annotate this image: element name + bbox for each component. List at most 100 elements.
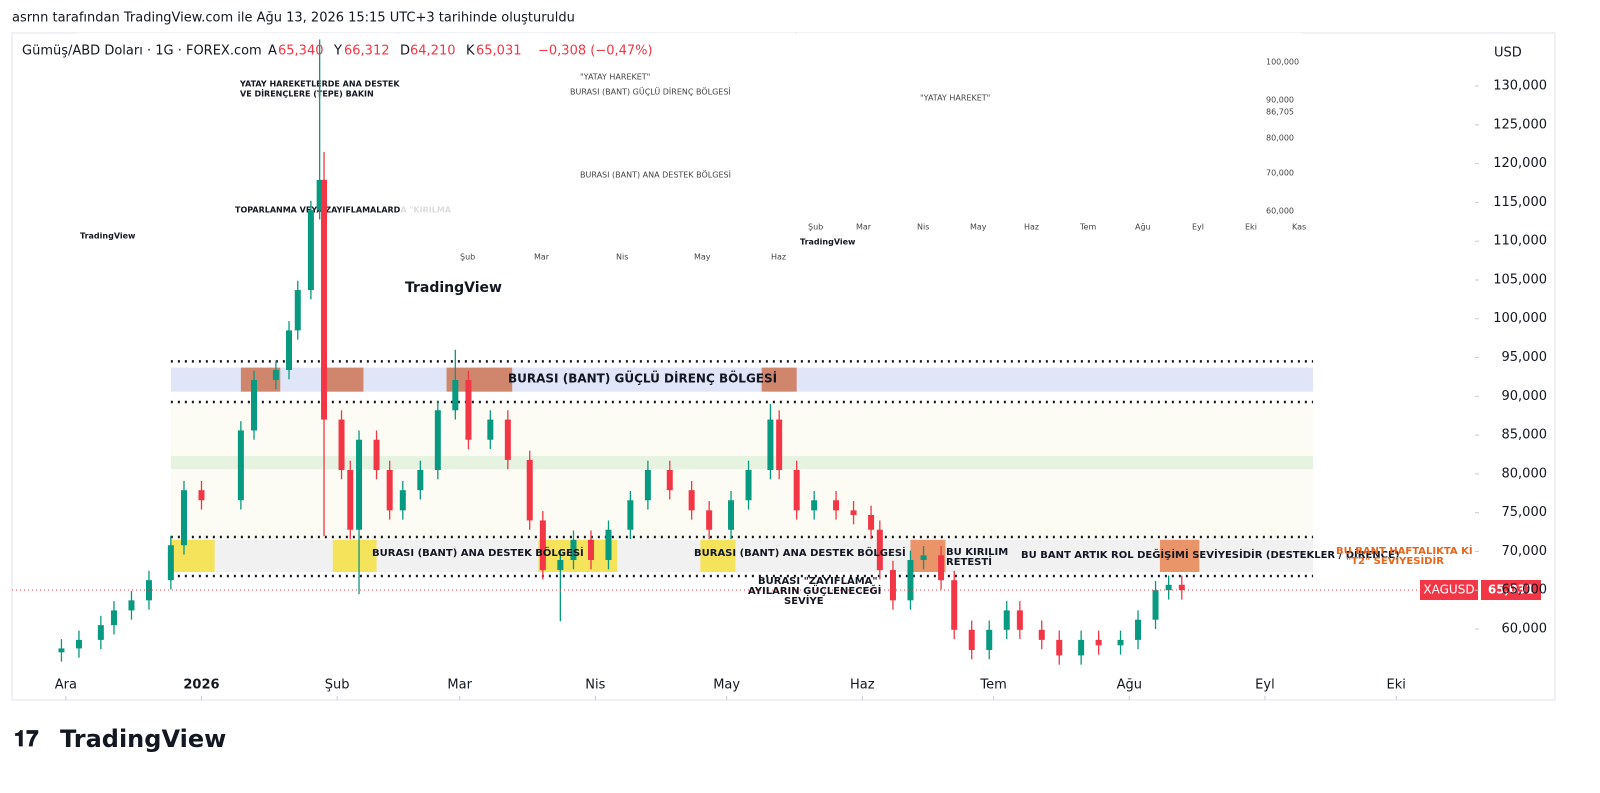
candle-body [1016, 610, 1023, 630]
candle-body [1056, 639, 1063, 656]
ohlc-value: 66,312 [344, 44, 390, 59]
inset-text: TOPARLANMA VEYA ZAYIFLAMALARDA "KIRILMA [235, 206, 452, 215]
candle-body [487, 419, 494, 440]
candle-body [1078, 639, 1085, 656]
y-tick-label: 70,000 [1502, 544, 1548, 559]
candle-body [850, 510, 857, 515]
candle-body [316, 179, 323, 211]
inset-text: TradingView [800, 238, 856, 247]
inset-text: Nis [616, 253, 628, 262]
inset-text: "YATAY HAREKET" [580, 73, 650, 82]
candle-body [587, 539, 594, 560]
ohlc-key: Y [333, 44, 342, 59]
y-tick-label: 80,000 [1502, 466, 1548, 481]
annotation: BURASI "ZAYIFLAMA" [758, 576, 878, 587]
candle-body [321, 179, 328, 420]
candle-body [347, 470, 354, 530]
candle-body [294, 290, 301, 331]
candle-body [706, 510, 713, 530]
y-tick-label: 85,000 [1502, 428, 1548, 443]
y-tick-label: 110,000 [1493, 234, 1547, 249]
x-tick-label: Nis [585, 678, 605, 693]
y-tick-label: 90,000 [1502, 389, 1548, 404]
x-tick-label: Ağu [1117, 678, 1142, 693]
x-tick-label: Eki [1387, 678, 1406, 693]
candle-body [876, 529, 883, 571]
candle-body [793, 470, 800, 511]
candle-body [1117, 639, 1124, 646]
y-tick-label: 115,000 [1493, 195, 1547, 210]
inset-text: May [694, 253, 711, 262]
annotation: BURASI (BANT) ANA DESTEK BÖLGESİ [372, 545, 584, 559]
candle-body [128, 600, 135, 611]
inset-text: Ağu [1135, 223, 1151, 232]
inset-text: Nis [917, 223, 929, 232]
inset-text: Mar [856, 223, 872, 232]
y-tick-label: 100,000 [1493, 311, 1547, 326]
inset-image [400, 33, 795, 268]
zone [170, 539, 215, 573]
x-tick-label: Eyl [1255, 678, 1275, 693]
candle-body [1135, 619, 1142, 640]
annotation: SEVİYE [784, 593, 824, 607]
footer-logo: TradingView [60, 725, 226, 753]
candle-body [644, 470, 651, 501]
candle-body [889, 570, 896, 601]
inset-text: Haz [771, 253, 786, 262]
candle-body [811, 500, 818, 511]
inset-text: 100,000 [1266, 58, 1299, 67]
candle-body [1038, 629, 1045, 640]
candle-body [951, 580, 958, 630]
candle-body [688, 490, 695, 511]
candle-body [605, 529, 612, 560]
ohlc-key: K [466, 44, 475, 59]
inset-text: Eki [1245, 223, 1257, 232]
candle-body [373, 439, 380, 471]
y-tick-label: 105,000 [1493, 272, 1547, 287]
created-note: asrnn tarafından TradingView.com ile Ağu… [12, 11, 575, 26]
inset-text: 90,000 [1266, 96, 1294, 105]
inset-text: VE DİRENÇLERE (TEPE) BAKIN [240, 89, 374, 99]
candle-body [97, 625, 104, 640]
y-tick-label: 125,000 [1493, 117, 1547, 132]
candle-body [272, 369, 279, 381]
annotation: BURASI (BANT) GÜÇLÜ DİRENÇ BÖLGESİ [508, 371, 777, 386]
currency[interactable]: USD [1494, 46, 1522, 61]
zone [1159, 539, 1200, 573]
zone [538, 539, 618, 573]
annotation: BU KIRILIM [946, 547, 1008, 558]
x-tick-label: Haz [850, 678, 875, 693]
candle-body [1003, 610, 1010, 630]
candle-body [504, 419, 511, 460]
candle-body [986, 629, 993, 650]
candle-body [539, 520, 546, 571]
candle-body [1165, 584, 1172, 591]
inset-text: TradingView [80, 232, 136, 241]
candle-body [286, 330, 293, 370]
x-tick-label: Ara [55, 678, 77, 693]
inset-text: TradingView [405, 280, 502, 296]
candle-body [338, 419, 345, 471]
inset-text: Kas [1292, 223, 1306, 232]
ohlc-value: 65,340 [278, 44, 324, 59]
y-tick-label: 60,000 [1502, 622, 1548, 637]
change: −0,308 (−0,47%) [538, 44, 653, 59]
candle-body [968, 629, 975, 650]
inset-text: Mar [534, 253, 550, 262]
inset-text: 80,000 [1266, 134, 1294, 143]
x-tick-label: 2026 [183, 678, 219, 693]
candle-body [198, 490, 205, 501]
candle-body [58, 648, 65, 653]
x-tick-label: Tem [979, 678, 1006, 693]
candle-body [776, 419, 783, 471]
candle-body [356, 439, 363, 530]
zone [761, 367, 797, 392]
candle-body [570, 539, 577, 560]
candle-body [907, 559, 914, 601]
annotation: BURASI (BANT) ANA DESTEK BÖLGESİ [694, 545, 906, 559]
inset-text: BURASI (BANT) GÜÇLÜ DİRENÇ BÖLGESİ [570, 87, 731, 97]
candle-body [745, 470, 752, 501]
y-tick-label: 120,000 [1493, 156, 1547, 171]
candle-body [167, 545, 174, 581]
